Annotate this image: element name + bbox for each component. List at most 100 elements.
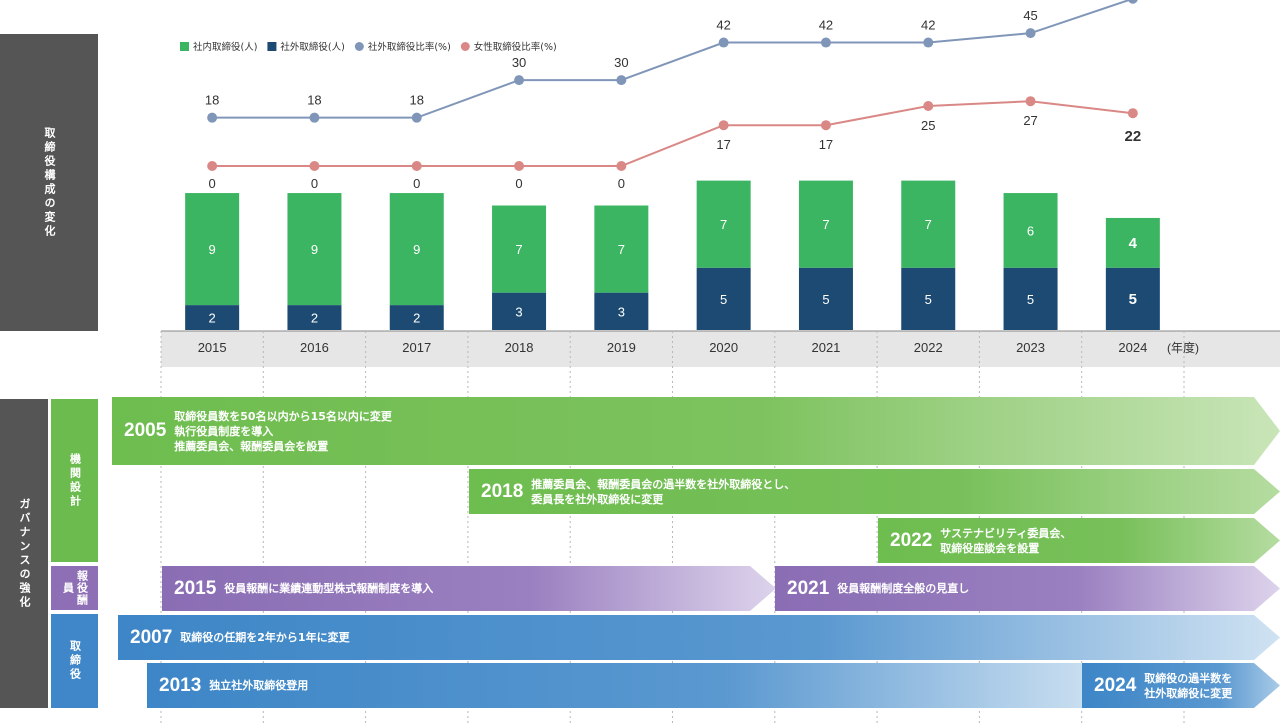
outside-ratio-point (923, 37, 934, 48)
timeline-arrow-2007: 2007 取締役の任期を2年から1年に変更 (118, 615, 1280, 660)
female-ratio-point (309, 161, 320, 171)
bar-inside-directors (696, 180, 751, 268)
timeline-line: 取締役員数を50名以内から15名以内に変更 (174, 409, 392, 423)
bar-inside-directors (798, 180, 853, 268)
female-ratio-label: 0 (618, 176, 625, 191)
female-ratio-label: 0 (413, 176, 420, 191)
female-ratio-point (1025, 96, 1036, 107)
outside-ratio-point (309, 112, 320, 123)
bar-outside-directors (287, 305, 342, 330)
female-ratio-point (718, 120, 729, 131)
x-tick-label: 2017 (402, 340, 431, 355)
bar-label-inside: 7 (720, 217, 727, 232)
timeline-line: 役員報酬に業績連動型株式報酬制度を導入 (224, 582, 434, 595)
bar-outside-directors (492, 292, 547, 330)
bar-inside-directors (1003, 193, 1058, 268)
outside-ratio-line (212, 0, 1133, 119)
category-kikan-text: 機関設計 (68, 452, 82, 509)
timeline-text: 役員報酬制度全般の見直し (837, 581, 969, 596)
outside-ratio-label: 30 (512, 55, 526, 70)
female-ratio-label: 0 (515, 176, 522, 191)
female-ratio-point (411, 161, 422, 171)
female-ratio-point (820, 120, 831, 131)
bar-inside-directors (492, 205, 547, 293)
outside-ratio-label: 45 (1023, 8, 1037, 23)
timeline-arrow-2021: 2021 役員報酬制度全般の見直し (775, 566, 1280, 611)
female-ratio-label: 17 (819, 137, 833, 152)
x-tick-label: 2015 (198, 340, 227, 355)
female-ratio-label: 17 (716, 137, 730, 152)
outside-ratio-label: 18 (307, 93, 321, 108)
timeline-line: 取締役の過半数を (1144, 671, 1233, 685)
category-hoshu: 報役酬員 (51, 566, 98, 610)
timeline-line: 取締役座談会を設置 (940, 541, 1040, 555)
bar-outside-directors (696, 267, 751, 330)
bar-inside-directors (287, 193, 342, 306)
x-tick-label: 2019 (607, 340, 636, 355)
female-ratio-point (616, 161, 627, 171)
bar-outside-directors (594, 292, 649, 330)
timeline-line: 社外取締役に変更 (1144, 686, 1233, 700)
timeline-year: 2021 (787, 577, 830, 599)
x-tick-label: 2018 (505, 340, 534, 355)
bar-inside-directors (901, 180, 956, 268)
legend-swatch (460, 42, 470, 51)
timeline-arrow-2022: 2022 サステナビリティ委員会、 取締役座談会を設置 (878, 518, 1280, 563)
outside-ratio-label: 18 (205, 93, 219, 108)
female-ratio-label: 25 (921, 118, 935, 133)
outside-ratio-point (1025, 28, 1036, 39)
timeline-line: 推薦委員会、報酬委員会を設置 (174, 439, 329, 453)
outside-ratio-label: 42 (921, 18, 935, 33)
bar-label-outside: 5 (720, 292, 727, 307)
bar-label-outside: 5 (1129, 291, 1137, 308)
timeline-text: 取締役の過半数を 社外取締役に変更 (1144, 671, 1232, 701)
timeline-arrow-2024: 2024 取締役の過半数を 社外取締役に変更 (1082, 663, 1280, 708)
outside-ratio-point (820, 37, 831, 48)
timeline-year: 2007 (130, 626, 173, 648)
timeline-line: 独立社外取締役登用 (209, 679, 309, 692)
timeline-year: 2015 (174, 577, 217, 599)
legend-swatch (180, 42, 189, 51)
female-ratio-point (1127, 108, 1138, 119)
bar-label-inside: 9 (413, 242, 420, 257)
timeline-year: 2022 (890, 529, 933, 551)
bar-label-outside: 2 (311, 311, 318, 326)
timeline-line: サステナビリティ委員会、 (940, 526, 1072, 540)
legend-label: 社外取締役(人) (280, 41, 344, 53)
outside-ratio-label: 18 (410, 93, 424, 108)
timeline-text: サステナビリティ委員会、 取締役座談会を設置 (940, 526, 1071, 556)
bar-label-inside: 7 (822, 217, 829, 232)
category-torishimari-text: 取締役 (68, 640, 82, 682)
x-tick-label: 2023 (1016, 340, 1045, 355)
timeline-text: 推薦委員会、報酬委員会の過半数を社外取締役とし、 委員長を社外取締役に変更 (531, 477, 795, 507)
timeline-arrow-2013: 2013 独立社外取締役登用 (147, 663, 1107, 708)
female-ratio-label: 22 (1125, 128, 1142, 145)
x-tick-label: 2022 (914, 340, 943, 355)
bar-outside-directors (901, 267, 956, 330)
outside-ratio-point (616, 75, 627, 86)
chart-section-label: 取締役構成の変化 (0, 34, 98, 331)
x-axis-band (161, 331, 1280, 367)
bar-inside-directors (389, 193, 444, 306)
female-ratio-point (923, 101, 934, 111)
bar-label-outside: 2 (413, 311, 420, 326)
outside-ratio-point (718, 37, 729, 48)
bar-label-inside: 9 (209, 242, 216, 257)
bar-label-inside: 7 (515, 242, 522, 257)
timeline-year: 2018 (481, 480, 524, 502)
bar-outside-directors (1105, 267, 1160, 330)
outside-ratio-point (1128, 0, 1138, 4)
bar-outside-directors (1003, 267, 1058, 330)
bar-label-outside: 2 (209, 311, 216, 326)
timeline-line: 委員長を社外取締役に変更 (531, 492, 664, 506)
timeline-arrow-2018: 2018 推薦委員会、報酬委員会の過半数を社外取締役とし、 委員長を社外取締役に… (469, 469, 1280, 514)
female-ratio-point (207, 161, 218, 171)
bar-label-outside: 5 (1027, 292, 1034, 307)
x-tick-label: 2016 (300, 340, 329, 355)
bar-label-outside: 3 (618, 304, 625, 319)
outside-ratio-label: 30 (614, 55, 628, 70)
timeline-text: 役員報酬に業績連動型株式報酬制度を導入 (224, 581, 433, 596)
bar-label-outside: 3 (515, 304, 522, 319)
bar-inside-directors (1105, 217, 1160, 268)
